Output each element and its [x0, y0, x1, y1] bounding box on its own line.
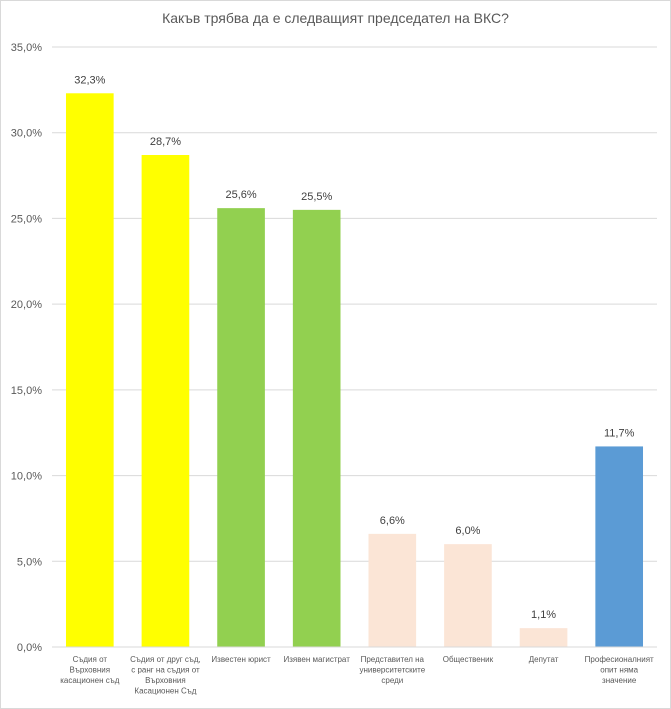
category-label: Касационен Съд: [134, 687, 196, 696]
bar: [519, 628, 568, 647]
category-label: Известен юрист: [211, 655, 271, 664]
category-label: с ранг на съдия от: [131, 666, 200, 675]
bar: [141, 155, 190, 647]
category-label: Съдия от: [73, 655, 108, 664]
y-tick-label: 20,0%: [11, 299, 42, 311]
y-tick-label: 5,0%: [17, 556, 42, 568]
bar: [292, 209, 341, 647]
y-tick-label: 15,0%: [11, 385, 42, 397]
bar: [595, 446, 644, 647]
bar: [217, 208, 265, 647]
data-label: 32,3%: [74, 74, 105, 86]
chart-title: Какъв трябва да е следващият председател…: [162, 10, 509, 26]
y-tick-label: 30,0%: [11, 128, 42, 140]
category-label: среди: [381, 676, 403, 685]
data-label: 6,6%: [380, 515, 405, 527]
category-label: опит няма: [600, 666, 638, 675]
data-label: 25,6%: [225, 189, 256, 201]
data-label: 1,1%: [531, 609, 556, 621]
bar: [368, 533, 417, 647]
category-label: Съдия от друг съд,: [130, 655, 201, 664]
data-label: 6,0%: [455, 525, 480, 537]
category-label: Депутат: [529, 655, 559, 664]
y-tick-label: 35,0%: [11, 42, 42, 54]
data-label: 25,5%: [301, 191, 332, 203]
category-label: Представител на: [361, 655, 425, 664]
category-label: Върховния: [70, 666, 111, 675]
data-label: 11,7%: [604, 427, 635, 439]
category-label: университетските: [359, 666, 425, 675]
y-tick-label: 10,0%: [11, 471, 42, 483]
category-label: Върховния: [145, 676, 186, 685]
category-label: Изявен магистрат: [283, 655, 350, 664]
y-tick-label: 25,0%: [11, 213, 42, 225]
bar: [65, 93, 114, 648]
y-tick-label: 0,0%: [17, 642, 42, 654]
category-label: значение: [602, 676, 637, 685]
category-label: касационен съд: [60, 676, 120, 685]
bar: [444, 544, 492, 647]
category-label: Общественик: [443, 655, 494, 664]
data-label: 28,7%: [150, 136, 181, 148]
category-label: Професионалният: [585, 655, 654, 664]
